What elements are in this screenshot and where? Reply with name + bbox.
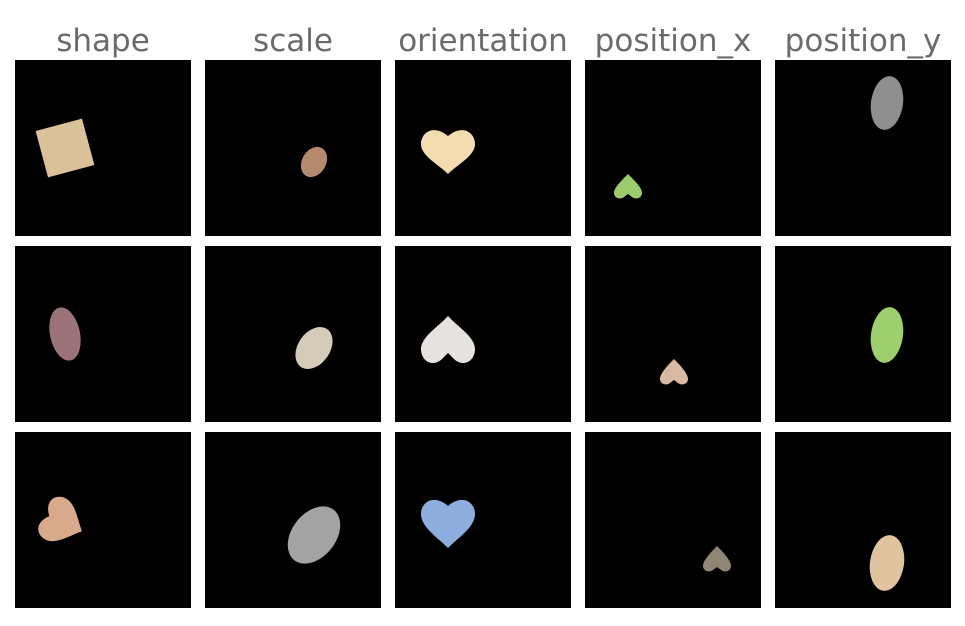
sample-object [421,130,475,174]
sample-object [38,496,82,542]
sample-tile-position-x-row-3 [585,432,761,608]
sample-object [421,316,475,364]
sample-tile-shape-row-2 [15,246,191,422]
sample-object [660,359,688,385]
sample-tile-orientation-row-3 [395,432,571,608]
sample-object [300,146,328,178]
sample-tile-position-x-row-1 [585,60,761,236]
sample-object [287,506,341,564]
sample-object [870,76,904,130]
sample-object [49,307,81,361]
sample-tile-position-y-row-2 [775,246,951,422]
column-title-position-x: position_x [594,23,752,59]
column-title-scale: scale [253,23,333,59]
sample-object [703,546,731,572]
column-title-shape: shape [56,23,150,59]
sample-tile-shape-row-1 [15,60,191,236]
sample-tile-orientation-row-2 [395,246,571,422]
sample-tile-shape-row-3 [15,432,191,608]
sample-tile-position-y-row-3 [775,432,951,608]
sample-tile-position-x-row-2 [585,246,761,422]
sample-tile-scale-row-2 [205,246,381,422]
column-title-orientation: orientation [398,23,568,59]
sample-object [869,535,905,591]
sample-tile-position-y-row-1 [775,60,951,236]
sample-object [35,118,95,178]
sample-tile-scale-row-1 [205,60,381,236]
column-title-position-y: position_y [784,23,942,59]
sample-object [295,327,333,369]
sample-object [614,174,642,199]
sample-object [421,499,475,548]
sample-tile-orientation-row-1 [395,60,571,236]
sample-object [870,307,904,363]
sample-tile-scale-row-3 [205,432,381,608]
